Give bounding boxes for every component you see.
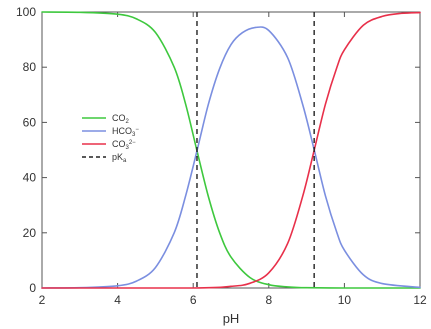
legend-label-superscript: 2− [129,140,136,146]
y-tick-label: 20 [23,226,37,240]
legend-label-subscript: a [123,158,127,164]
legend-label-main: CO [112,139,126,149]
y-tick-label: 40 [23,171,37,185]
legend-label-superscript: − [135,127,139,133]
legend-label-main: CO [112,113,126,123]
legend-label-subscript: 3 [126,145,130,151]
plot-frame [41,11,421,289]
y-tick-label: 60 [23,115,37,129]
legend-label-subscript: 2 [126,119,130,125]
x-tick-label: 6 [190,293,197,307]
legend-label: CO2 [112,113,130,125]
x-tick-label: 10 [338,293,352,307]
y-tick-label: 80 [23,60,37,74]
x-tick-label: 4 [114,293,121,307]
legend-label-main: HCO [112,126,132,136]
y-tick-label: 100 [16,5,36,19]
plot-area: 2 4 6 8 10 12 0 20 40 60 80 100 [16,5,427,307]
legend-label-main: pK [112,152,123,162]
series-line-co3 [41,11,421,289]
legend-label: HCO3− [112,126,139,138]
x-axis-title: pH [223,311,240,326]
y-tick-label: 0 [29,281,36,295]
series-line-co2 [41,11,421,289]
x-tick-label: 8 [265,293,272,307]
legend-label-subscript: 3 [132,132,136,138]
legend-label: CO32− [112,139,136,151]
series-line-hco3 [41,26,421,289]
x-tick-label: 12 [413,293,427,307]
legend-label: pKa [112,152,127,164]
x-tick-label: 2 [39,293,46,307]
